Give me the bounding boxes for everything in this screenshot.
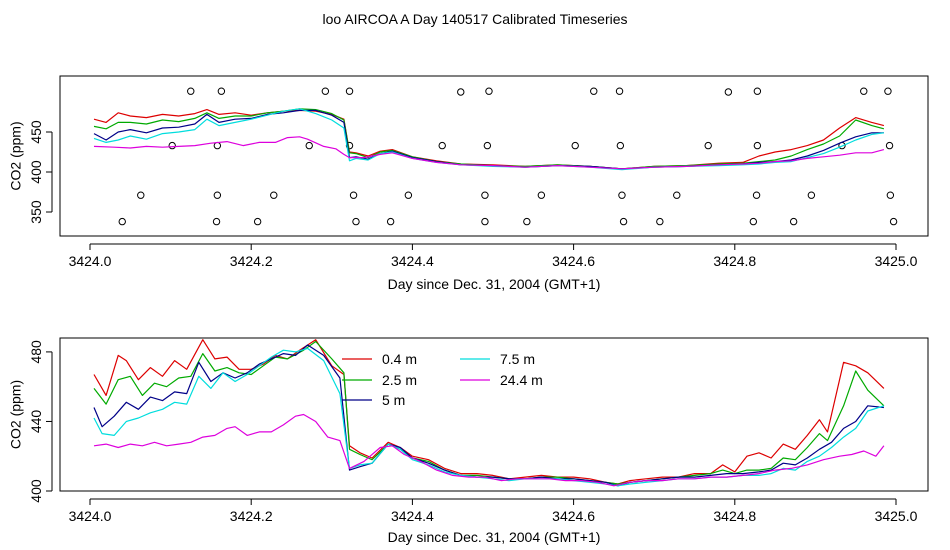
open-circle-marker xyxy=(860,87,868,95)
x-tick-label: 3424.2 xyxy=(230,253,273,269)
open-circle-marker xyxy=(187,87,195,95)
x-axis: 3424.0 3424.2 3424.4 3424.6 3424.8 3425.0 xyxy=(69,498,918,524)
open-circle-marker xyxy=(807,191,816,199)
open-circle-marker xyxy=(656,217,664,226)
open-circle-marker xyxy=(386,217,395,226)
y-axis: 400 440 480 xyxy=(28,340,53,503)
x-axis-label: Day since Dec. 31, 2004 (GMT+1) xyxy=(388,529,601,545)
open-circle-marker xyxy=(481,191,489,199)
open-circle-marker xyxy=(481,217,489,226)
open-circle-marker xyxy=(753,87,762,95)
open-circle-marker xyxy=(438,141,446,150)
open-circle-marker xyxy=(537,191,546,199)
series-line-0 xyxy=(93,339,885,485)
legend-label: 2.5 m xyxy=(382,372,417,388)
series-line-1 xyxy=(93,340,885,485)
open-circle-marker xyxy=(217,87,226,95)
x-tick-label: 3425.0 xyxy=(875,253,918,269)
open-circle-marker xyxy=(704,141,712,150)
y-axis: 350 400 450 xyxy=(28,120,53,224)
legend-label: 24.4 m xyxy=(500,372,543,388)
open-circle-marker xyxy=(137,191,145,199)
y-tick-label: 450 xyxy=(28,120,44,144)
open-circle-marker xyxy=(321,87,330,95)
open-circle-marker xyxy=(523,217,531,226)
open-circle-marker xyxy=(618,191,626,199)
open-circle-marker xyxy=(753,141,762,150)
open-circle-marker xyxy=(615,87,624,95)
series-line-3 xyxy=(93,108,884,171)
open-circle-marker xyxy=(404,191,413,199)
y-tick-label: 440 xyxy=(28,410,44,434)
x-axis: 3424.0 3424.2 3424.4 3424.6 3424.8 3425.0 xyxy=(69,243,918,269)
series-line-4 xyxy=(93,136,885,170)
series-line-1 xyxy=(93,108,885,170)
series-line-2 xyxy=(93,109,884,170)
y-tick-label: 480 xyxy=(28,340,44,364)
y-tick-label: 400 xyxy=(28,160,44,184)
bottom-panel: 3424.0 3424.2 3424.4 3424.6 3424.8 3425.0 Day … xyxy=(8,337,929,545)
y-axis-label: CO2 (ppm) xyxy=(8,121,24,190)
open-circle-marker xyxy=(213,191,222,199)
legend-label: 7.5 m xyxy=(500,351,535,367)
figure-title: loo AIRCOA A Day 140517 Calibrated Times… xyxy=(322,11,627,27)
open-circle-marker xyxy=(345,87,354,95)
marker-group xyxy=(118,87,898,226)
top-panel: 3424.0 3424.2 3424.4 3424.6 3424.8 3425.0 Day … xyxy=(8,75,929,292)
x-tick-label: 3424.6 xyxy=(552,508,595,524)
plot-frame xyxy=(59,75,929,237)
legend-label: 0.4 m xyxy=(382,351,417,367)
legend-label: 5 m xyxy=(382,392,405,408)
open-circle-marker xyxy=(616,141,625,150)
y-axis-label: CO2 (ppm) xyxy=(8,380,24,449)
open-circle-marker xyxy=(884,87,892,95)
x-tick-label: 3424.4 xyxy=(391,508,434,524)
open-circle-marker xyxy=(118,217,126,226)
open-circle-marker xyxy=(168,141,176,150)
x-tick-label: 3424.0 xyxy=(69,253,112,269)
open-circle-marker xyxy=(885,141,894,150)
open-circle-marker xyxy=(752,191,761,199)
open-circle-marker xyxy=(349,191,358,199)
open-circle-marker xyxy=(571,141,579,150)
x-tick-label: 3425.0 xyxy=(875,508,918,524)
open-circle-marker xyxy=(886,191,895,199)
open-circle-marker xyxy=(212,217,221,226)
open-circle-marker xyxy=(483,141,492,150)
x-tick-label: 3424.8 xyxy=(713,508,756,524)
series-line-0 xyxy=(93,108,885,170)
open-circle-marker xyxy=(619,217,628,226)
x-axis-label: Day since Dec. 31, 2004 (GMT+1) xyxy=(388,276,601,292)
open-circle-marker xyxy=(673,191,681,199)
y-tick-label: 400 xyxy=(28,479,44,503)
plot-frame xyxy=(59,337,929,492)
open-circle-marker xyxy=(789,217,798,226)
open-circle-marker xyxy=(485,87,493,95)
x-tick-label: 3424.0 xyxy=(69,508,112,524)
open-circle-marker xyxy=(889,217,898,226)
series-line-2 xyxy=(93,344,884,487)
open-circle-marker xyxy=(590,87,598,95)
x-tick-label: 3424.8 xyxy=(713,253,756,269)
open-circle-marker xyxy=(253,217,262,226)
open-circle-marker xyxy=(352,217,360,226)
y-tick-label: 350 xyxy=(28,200,44,224)
open-circle-marker xyxy=(724,88,733,96)
open-circle-marker xyxy=(457,88,465,96)
x-tick-label: 3424.6 xyxy=(552,253,595,269)
x-tick-label: 3424.2 xyxy=(230,508,273,524)
open-circle-marker xyxy=(749,217,758,226)
open-circle-marker xyxy=(270,191,278,199)
series-line-3 xyxy=(93,347,885,487)
legend: 0.4 m 2.5 m 5 m 7.5 m 24.4 m xyxy=(342,351,543,408)
series-line-4 xyxy=(93,413,885,487)
open-circle-marker xyxy=(305,141,313,150)
x-tick-label: 3424.4 xyxy=(391,253,434,269)
